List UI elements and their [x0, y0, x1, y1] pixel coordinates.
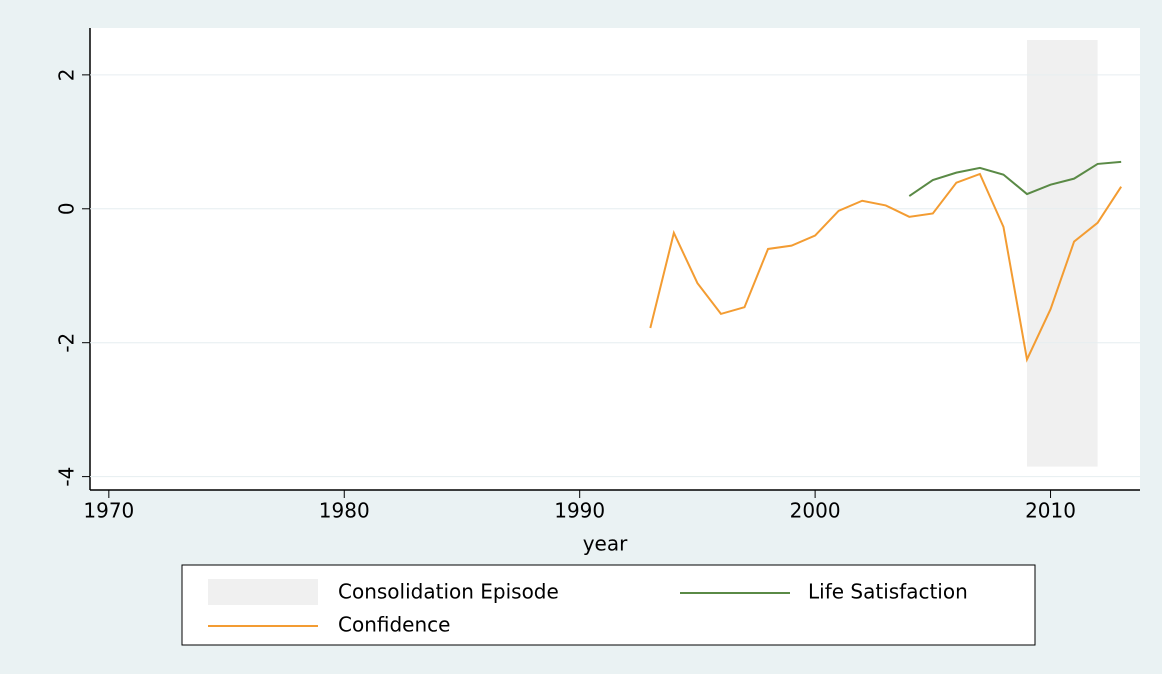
- line: [908, 160, 1122, 197]
- x-tick-label: 2010: [1025, 499, 1076, 523]
- x-axis-label: year: [583, 532, 628, 556]
- x-tick-label: 1980: [319, 499, 370, 523]
- y-tick-label: -2: [55, 333, 79, 353]
- x-tick-label: 1970: [83, 499, 134, 523]
- x-tick-label: 2000: [790, 499, 841, 523]
- y-tick-label: 0: [55, 202, 79, 215]
- y-tick-label: -4: [55, 467, 79, 487]
- shaded-band: [1026, 40, 1098, 467]
- legend-swatch: [208, 579, 318, 605]
- legend-label: Confidence: [338, 613, 450, 637]
- plot-area: [90, 28, 1140, 490]
- legend-label: Consolidation Episode: [338, 580, 559, 604]
- x-tick-label: 1990: [554, 499, 605, 523]
- y-tick-label: 2: [55, 69, 79, 82]
- legend-label: Life Satisfaction: [808, 580, 968, 604]
- legend: [181, 564, 1036, 646]
- line: [649, 172, 1123, 363]
